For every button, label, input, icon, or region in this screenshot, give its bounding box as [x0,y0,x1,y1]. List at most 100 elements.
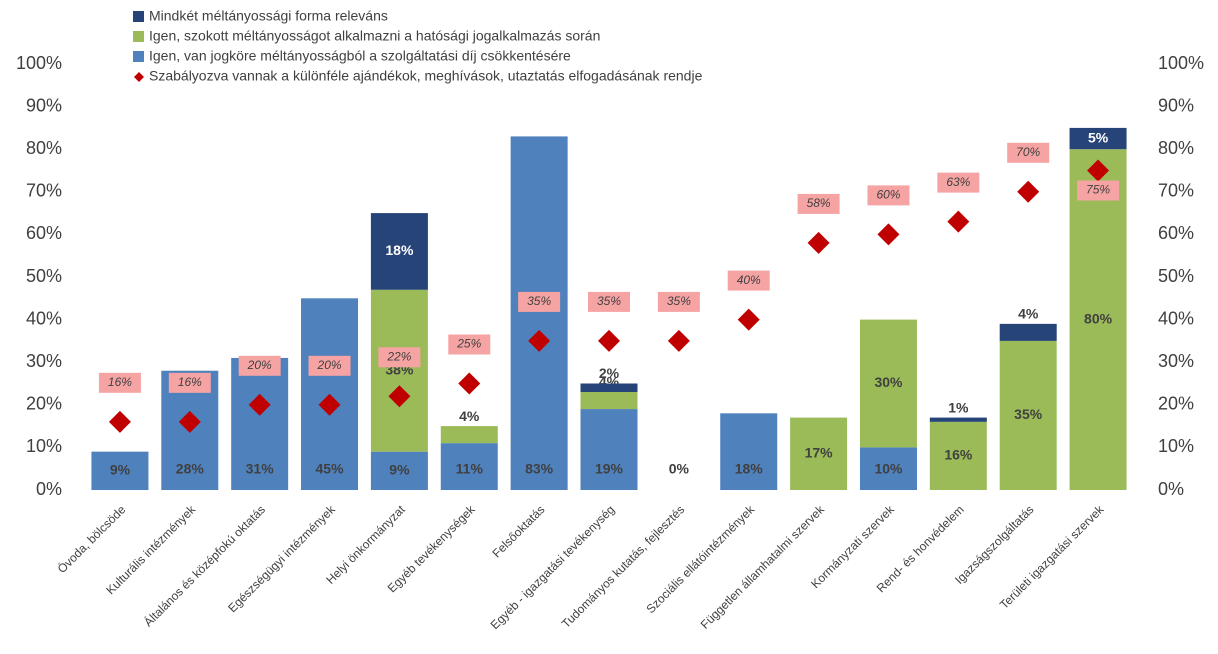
legend-label: Igen, van jogköre méltányosságból a szol… [149,48,571,64]
bar-label: 4% [1018,306,1039,322]
bar-label: 80% [1084,310,1113,326]
legend-swatch [134,72,144,82]
y-tick-label: 80% [26,138,62,158]
data-label-box [1077,180,1120,201]
diamond [1087,159,1110,182]
bar [510,136,568,491]
data-label-box [448,334,491,355]
y2-tick-label: 90% [1158,95,1194,115]
diamond [1017,180,1040,203]
bar [370,451,428,490]
data-label-box [588,291,630,312]
bar [440,426,498,444]
diamond [318,393,341,416]
y-tick-label: 40% [26,308,62,328]
bar-label: 16% [944,447,973,463]
bar [790,417,848,490]
bar [999,340,1057,490]
y2-tick-label: 10% [1158,436,1194,456]
bar [1069,149,1127,490]
bar-label: 83% [525,461,554,477]
y-tick-label: 90% [26,95,62,115]
y-tick-label: 10% [26,436,62,456]
bar-label: 18% [735,461,764,477]
diamond [388,385,411,408]
diamond [667,329,690,352]
legend-label: Igen, szokott méltányosságot alkalmazni … [149,28,600,44]
data-label-box [308,355,351,376]
y-tick-label: 60% [26,223,62,243]
bar [370,213,428,290]
data-label: 60% [876,188,900,202]
bar [1069,127,1127,150]
bar-label: 9% [389,462,410,478]
bar [580,392,638,410]
data-label-box [797,193,840,214]
data-label: 35% [597,294,621,308]
data-label: 35% [667,294,691,308]
data-label: 20% [247,358,272,372]
data-label: 22% [386,349,411,363]
bar [929,421,987,490]
y2-tick-label: 40% [1158,308,1194,328]
y-tick-label: 30% [26,351,62,371]
bar [859,447,917,490]
legend-swatch [133,11,144,22]
bar [91,451,149,490]
data-label-box [98,372,141,393]
data-label-box [1007,142,1050,163]
diamond [807,231,830,254]
data-label-box [378,347,421,368]
bar-label: 28% [176,461,205,477]
bar-label: 4% [459,408,480,424]
data-label: 58% [807,196,831,210]
bar [231,357,289,490]
diamond [108,410,131,433]
data-label: 25% [456,337,481,351]
data-label-box [518,291,561,312]
legend-label: Szabályozva vannak a különféle ajándékok… [149,68,703,84]
bar-label: 19% [595,461,624,477]
diamond [458,372,481,395]
y2-tick-label: 0% [1158,479,1184,499]
diamond [178,410,201,433]
bar-label: 0% [669,461,690,477]
diamond [947,210,970,233]
y2-tick-label: 20% [1158,394,1194,414]
data-label-box [168,372,211,393]
y2-tick-label: 100% [1158,53,1204,73]
bar [859,319,917,448]
bar [720,413,778,490]
bar [440,443,498,490]
diamond [877,223,900,246]
data-label-box [657,291,700,312]
bar [999,323,1057,341]
x-tick-label: Egyéb - igazgatási tevékenység [488,502,618,632]
diamond [528,329,551,352]
bar [929,417,987,422]
diamond [248,393,271,416]
y-tick-label: 0% [36,479,62,499]
y2-tick-label: 50% [1158,266,1194,286]
legend-swatch [133,51,144,62]
bar-label: 1% [948,399,969,415]
y-tick-label: 100% [16,53,62,73]
x-tick-label: Óvoda, bölcsöde [54,502,129,577]
bar-label: 45% [316,461,345,477]
bar [580,409,638,490]
bar-label: 9% [110,462,131,478]
y-tick-label: 70% [26,181,62,201]
x-tick-label: Tudományos kutatás, fejlesztés [559,502,687,630]
x-tick-label: Általános és középfokú oktatás [140,502,268,630]
bar-label: 2% [599,365,620,381]
data-label: 63% [946,175,970,189]
bar-label: 10% [874,461,903,477]
legend-label: Mindkét méltányossági forma releváns [149,8,388,24]
data-label-box [727,270,770,291]
bar [580,383,638,393]
data-label: 16% [108,375,132,389]
bar-label: 17% [805,444,834,460]
y2-tick-label: 30% [1158,351,1194,371]
x-tick-label: Felsőoktatás [489,502,547,560]
